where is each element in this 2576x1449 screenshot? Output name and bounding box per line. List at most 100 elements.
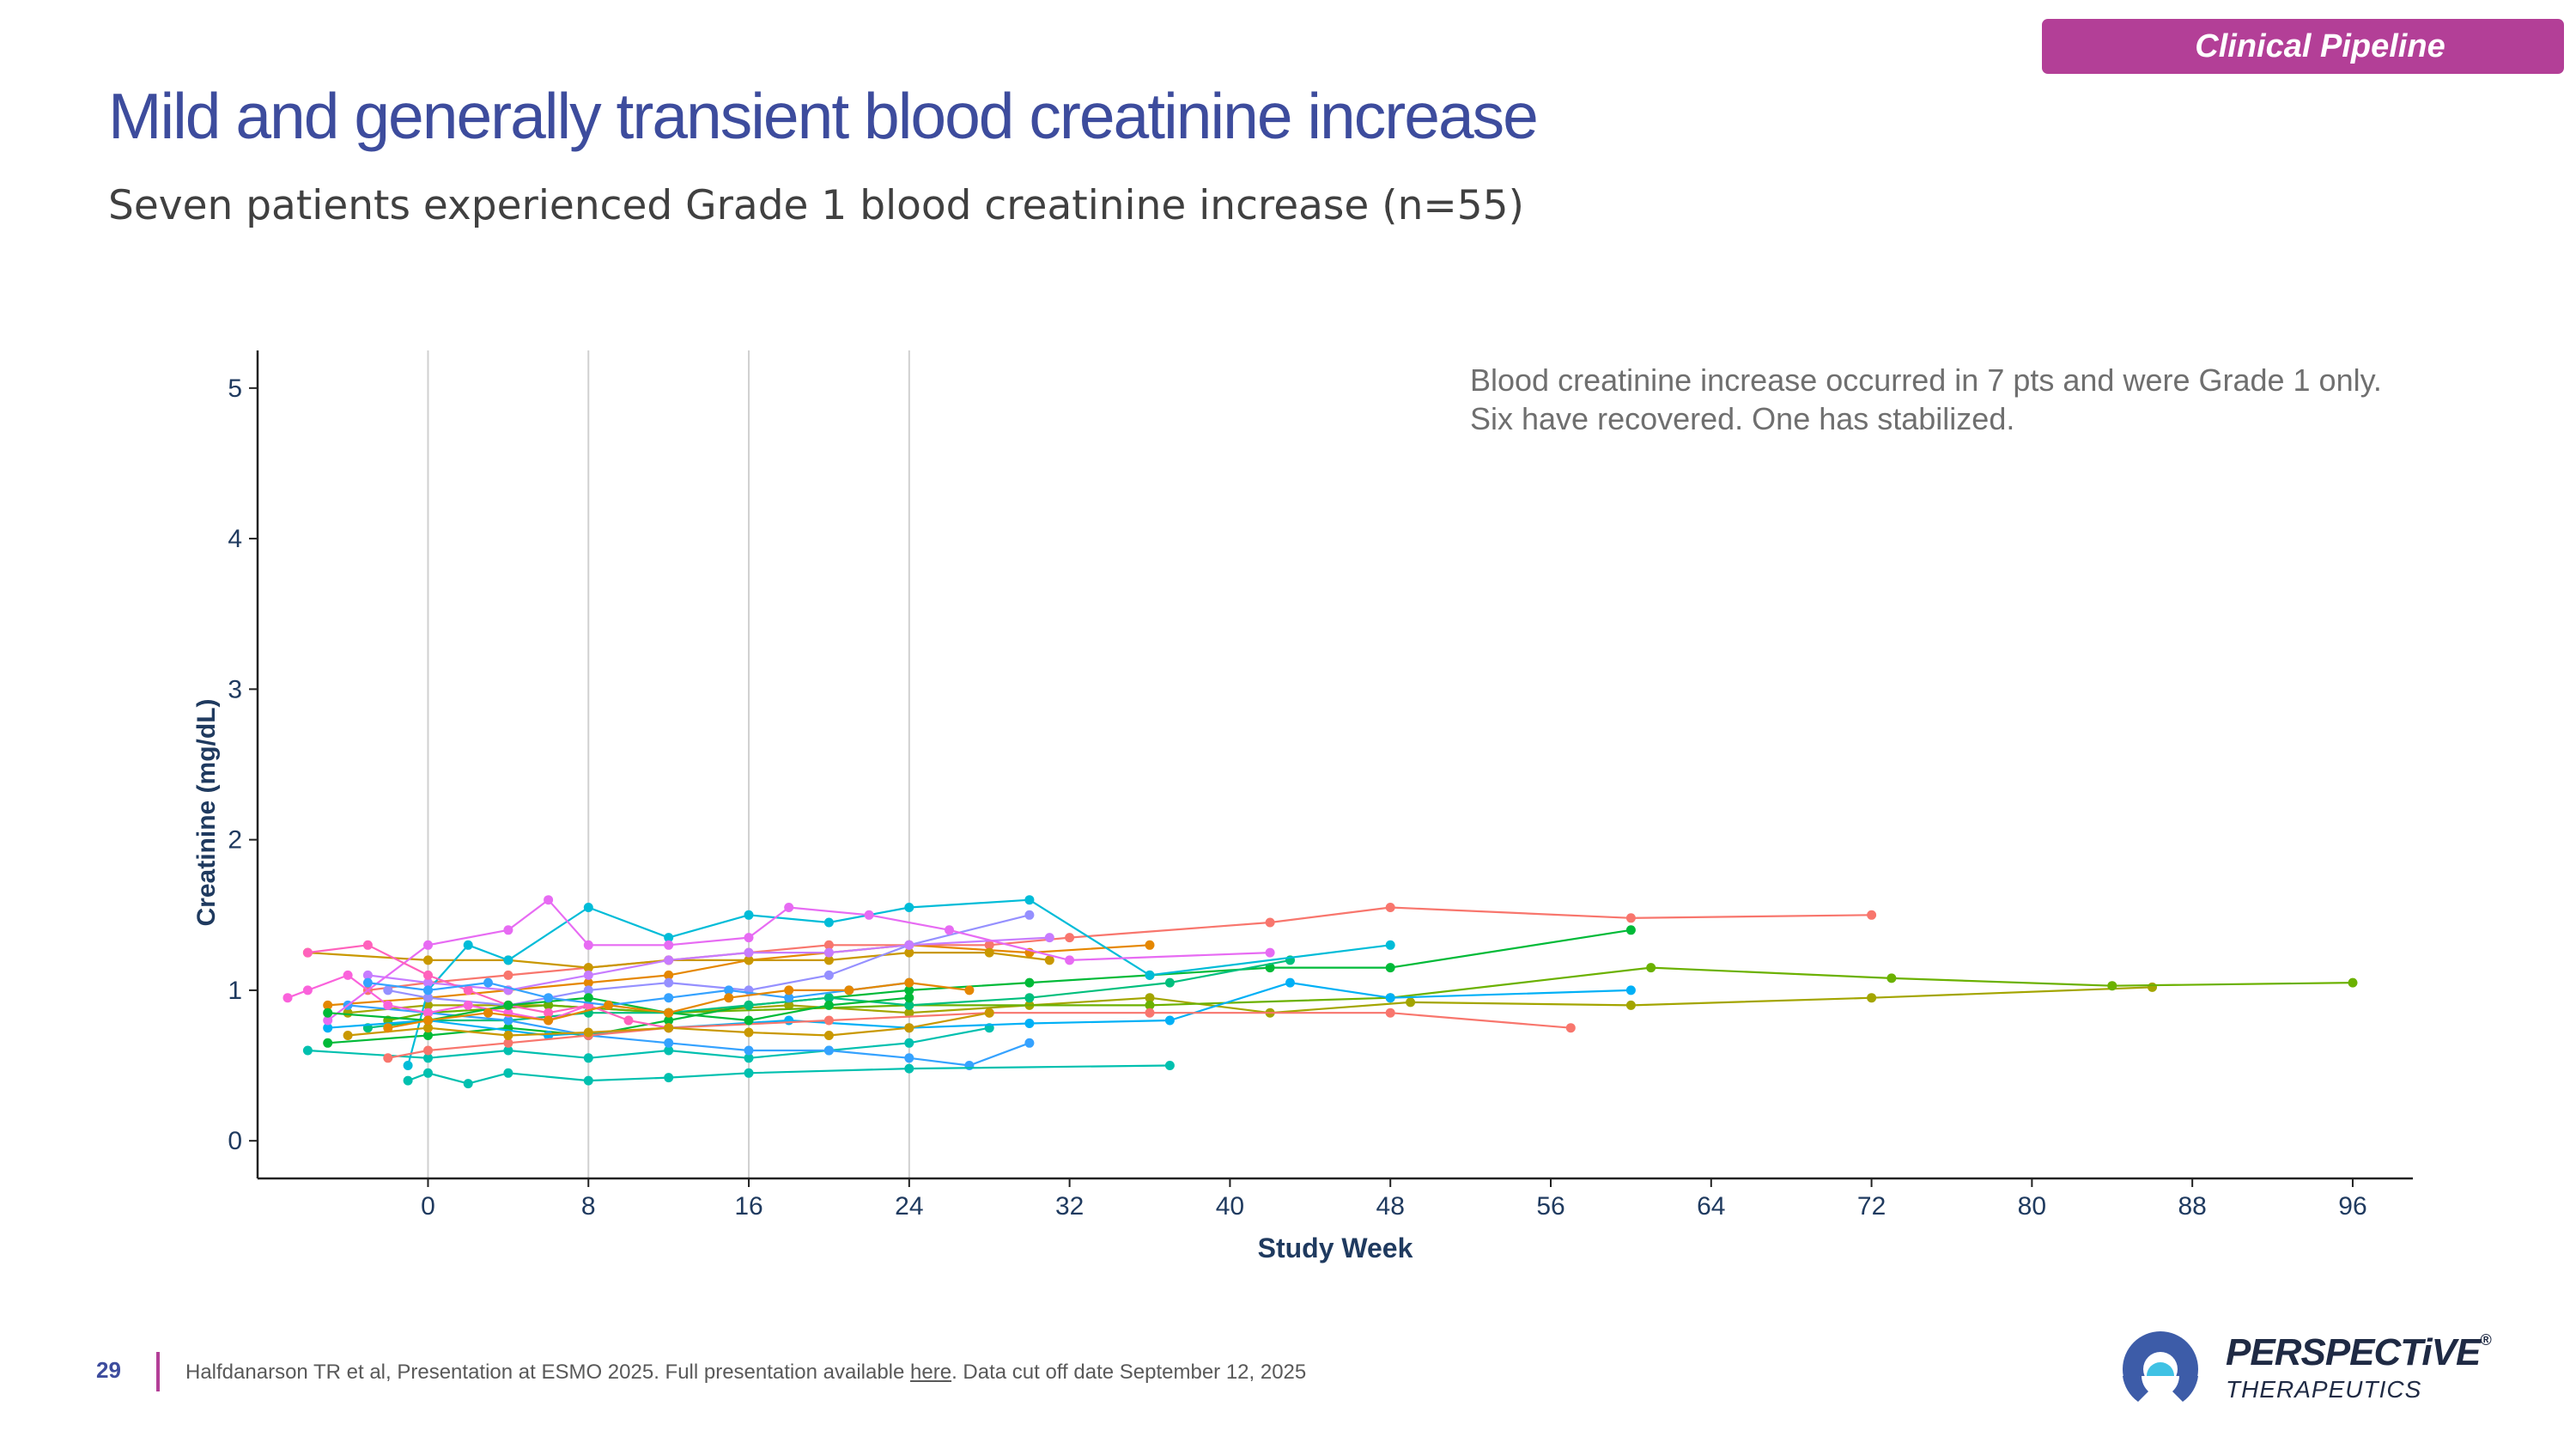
data-point xyxy=(1024,895,1035,905)
data-point xyxy=(744,910,754,920)
data-point xyxy=(1385,993,1395,1003)
data-point xyxy=(463,985,473,995)
data-point xyxy=(664,1073,674,1083)
data-point xyxy=(664,970,674,980)
data-point xyxy=(503,1068,513,1078)
data-point xyxy=(423,1068,433,1078)
series-line xyxy=(387,1012,1571,1059)
series-line xyxy=(347,1004,1030,1067)
data-point xyxy=(904,1063,914,1074)
section-badge: Clinical Pipeline xyxy=(2042,19,2564,74)
data-point xyxy=(744,933,754,943)
data-point xyxy=(283,993,293,1003)
data-point xyxy=(1385,940,1395,950)
data-point xyxy=(904,1023,914,1033)
x-tick-label: 24 xyxy=(895,1192,923,1221)
data-point xyxy=(945,925,954,935)
data-point xyxy=(904,903,914,912)
logo-subword: THERAPEUTICS xyxy=(2226,1376,2422,1403)
data-point xyxy=(1385,963,1395,973)
data-point xyxy=(823,917,834,928)
data-point xyxy=(583,940,593,950)
y-tick-label: 1 xyxy=(228,977,242,1005)
data-point xyxy=(302,985,313,995)
reference-lines xyxy=(427,350,910,1178)
data-point xyxy=(383,1000,393,1010)
data-point xyxy=(664,977,674,988)
data-point xyxy=(423,985,433,995)
data-point xyxy=(864,910,874,920)
logo-mark-icon xyxy=(2123,1331,2198,1410)
series-17 xyxy=(403,1061,1175,1089)
data-point xyxy=(784,1015,794,1026)
data-point xyxy=(463,1079,473,1089)
data-point xyxy=(664,933,674,943)
data-point xyxy=(784,993,794,1003)
data-point xyxy=(503,925,513,935)
data-point xyxy=(583,985,593,995)
series-9 xyxy=(403,895,1395,1070)
data-point xyxy=(904,1038,914,1048)
data-point xyxy=(1385,903,1395,912)
data-point xyxy=(323,1023,333,1033)
chart-axes xyxy=(256,350,2413,1180)
series-line xyxy=(307,951,1050,969)
data-point xyxy=(664,955,674,965)
data-point xyxy=(343,1031,353,1040)
data-point xyxy=(904,947,914,958)
data-point xyxy=(583,977,593,988)
data-point xyxy=(463,1000,473,1010)
data-point xyxy=(362,940,373,950)
data-point xyxy=(744,1053,754,1063)
data-point xyxy=(664,1015,674,1026)
y-axis-label: Creatinine (mg/dL) xyxy=(192,698,221,926)
page-number: 29 xyxy=(96,1357,121,1383)
data-point xyxy=(1406,997,1416,1008)
data-point xyxy=(1867,910,1877,920)
data-point xyxy=(784,1000,794,1010)
data-point xyxy=(744,1015,754,1026)
data-point xyxy=(904,1053,914,1063)
y-tick-label: 3 xyxy=(228,675,242,703)
data-point xyxy=(724,993,734,1003)
data-point xyxy=(1164,977,1175,988)
data-point xyxy=(1265,917,1275,928)
data-point xyxy=(664,1023,674,1033)
data-point xyxy=(383,1023,393,1033)
chart-annotation: Blood creatinine increase occurred in 7 … xyxy=(1470,361,2382,438)
citation-link[interactable]: here xyxy=(910,1361,952,1384)
data-point xyxy=(423,977,433,988)
data-point xyxy=(744,955,754,965)
data-point xyxy=(724,985,734,995)
data-point xyxy=(583,1053,593,1063)
data-point xyxy=(1024,1019,1035,1028)
data-point xyxy=(1164,1015,1175,1026)
data-point xyxy=(823,940,834,950)
data-point xyxy=(1065,933,1075,943)
data-point xyxy=(423,955,433,965)
data-point xyxy=(904,977,914,988)
data-point xyxy=(904,940,914,950)
data-point xyxy=(403,1075,413,1086)
data-point xyxy=(823,1015,834,1026)
data-point xyxy=(904,993,914,1003)
annotation-line-1: Blood creatinine increase occurred in 7 … xyxy=(1470,362,2382,398)
data-point xyxy=(503,1031,513,1040)
page-title: Mild and generally transient blood creat… xyxy=(108,80,1539,152)
series-22 xyxy=(383,977,975,1033)
data-point xyxy=(583,970,593,980)
data-point xyxy=(784,985,794,995)
series-line xyxy=(327,898,1271,1021)
data-point xyxy=(823,970,834,980)
data-point xyxy=(423,1015,433,1026)
data-point xyxy=(844,985,854,995)
data-point xyxy=(2107,981,2117,991)
x-tick-label: 8 xyxy=(581,1192,596,1221)
data-point xyxy=(823,1031,834,1040)
y-ticks: 0 1 2 3 4 5 xyxy=(228,374,258,1155)
data-point xyxy=(744,947,754,958)
data-point xyxy=(1024,1038,1035,1048)
data-point xyxy=(823,1045,834,1056)
y-tick-label: 0 xyxy=(228,1127,242,1155)
series-line xyxy=(368,906,1872,991)
